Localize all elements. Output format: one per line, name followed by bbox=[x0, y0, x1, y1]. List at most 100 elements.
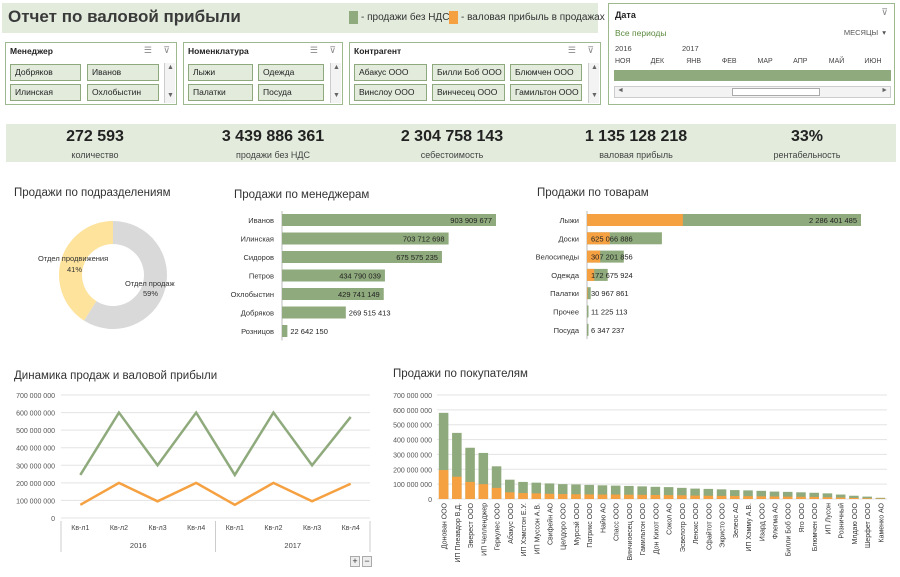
value-label: 675 575 235 bbox=[396, 253, 438, 262]
slicer-manager-item[interactable]: Илинская bbox=[10, 84, 81, 101]
y-tick-label: 400 000 000 bbox=[393, 438, 432, 445]
timeline-month[interactable]: ФЕВ bbox=[721, 58, 737, 65]
multiselect-icon[interactable]: ☰ bbox=[143, 45, 152, 55]
profit-bar bbox=[862, 498, 872, 499]
timeline-scroll-thumb[interactable] bbox=[732, 88, 820, 96]
slicer-nomenclature-scrollbar[interactable]: ▲ ▼ bbox=[330, 63, 341, 103]
value-label: 625 066 886 bbox=[591, 234, 633, 243]
months-row: НОЯ ДЕК ЯНВ ФЕВ МАР АПР МАЙ ИЮН bbox=[609, 58, 894, 68]
scroll-down-icon[interactable]: ▼ bbox=[167, 92, 174, 99]
slicer-counterparty-item[interactable]: Абакус ООО bbox=[354, 64, 427, 81]
x-tick-label: Яго ООО bbox=[799, 502, 806, 532]
timeline-month[interactable]: МАЙ bbox=[828, 58, 845, 65]
profit-bar bbox=[571, 494, 581, 499]
profit-bar bbox=[730, 496, 740, 499]
scroll-down-icon[interactable]: ▼ bbox=[591, 92, 598, 99]
x-tick-label: Каменко АО bbox=[878, 502, 885, 542]
y-tick-label: 0 bbox=[428, 497, 432, 504]
legend-sales: - продажи без НДС, bbox=[349, 11, 452, 24]
profit-bar bbox=[544, 493, 555, 499]
clear-filter-icon[interactable]: ⊽ bbox=[329, 45, 336, 55]
slicer-counterparty-item[interactable]: Блюмчен ООО bbox=[510, 64, 582, 81]
multiselect-icon[interactable]: ☰ bbox=[309, 45, 318, 55]
page-title: Отчет по валовой прибыли bbox=[8, 7, 241, 26]
category-label: Иванов bbox=[248, 216, 274, 225]
value-label: 429 741 149 bbox=[338, 290, 380, 299]
slicer-counterparty-item[interactable]: Билли Боб ООО bbox=[432, 64, 505, 81]
slicer-nomenclature-item[interactable]: Палатки bbox=[188, 84, 253, 101]
value-label: 6 347 237 bbox=[591, 326, 624, 335]
timeline-bar[interactable] bbox=[614, 70, 891, 81]
scroll-left-icon[interactable]: ◄ bbox=[617, 87, 624, 94]
clear-filter-icon[interactable]: ⊽ bbox=[587, 45, 594, 55]
granularity-select[interactable]: МЕСЯЦЫ ▾ bbox=[844, 28, 886, 37]
bar bbox=[282, 306, 346, 319]
x-tick-label: Флегма АО bbox=[773, 502, 780, 539]
kpi-cost-value: 2 304 758 143 bbox=[400, 128, 504, 145]
timeline-scrollbar[interactable]: ◄ ► bbox=[614, 86, 891, 98]
bar bbox=[282, 325, 288, 337]
x-tick-label: Кв-л4 bbox=[187, 525, 205, 532]
scroll-down-icon[interactable]: ▼ bbox=[333, 92, 340, 99]
timeline-month[interactable]: ЯНВ bbox=[686, 58, 702, 65]
y-tick-label: 200 000 000 bbox=[16, 481, 55, 488]
profit-bar bbox=[610, 494, 621, 499]
scroll-up-icon[interactable]: ▲ bbox=[167, 64, 174, 71]
y-tick-label: 700 000 000 bbox=[16, 393, 55, 400]
legend-profit-swatch bbox=[449, 11, 458, 24]
group-label: 2017 bbox=[284, 541, 301, 550]
profit-bar bbox=[809, 496, 819, 499]
y-tick-label: 400 000 000 bbox=[16, 446, 55, 453]
slicer-counterparty-item[interactable]: Винчесец ООО bbox=[432, 84, 505, 101]
bar bbox=[862, 496, 872, 499]
slicer-counterparty-item[interactable]: Гамильтон ООО bbox=[510, 84, 582, 101]
profit-bar bbox=[677, 495, 687, 499]
timeline-month[interactable]: НОЯ bbox=[615, 58, 631, 65]
slicer-manager-item[interactable]: Добряков bbox=[10, 64, 81, 81]
zoom-in-button[interactable]: + bbox=[350, 556, 360, 567]
products-chart-title: Продажи по товарам bbox=[537, 187, 649, 199]
x-tick-label: Кв-л1 bbox=[71, 525, 89, 532]
kpi-margin-value: 33% bbox=[790, 128, 824, 145]
bar bbox=[587, 305, 589, 318]
legend-profit-label: - валовая прибыль в продажах bbox=[461, 12, 605, 23]
donut-slice bbox=[84, 221, 167, 329]
zoom-out-button[interactable]: − bbox=[362, 556, 372, 567]
slicer-manager-item[interactable]: Иванов bbox=[87, 64, 159, 81]
scroll-up-icon[interactable]: ▲ bbox=[333, 64, 340, 71]
slicer-counterparty-title: Контрагент bbox=[354, 46, 402, 56]
slicer-nomenclature-title: Номенклатура bbox=[188, 46, 249, 56]
bar bbox=[849, 495, 859, 499]
donut-label: Отдел продвижения bbox=[38, 254, 108, 263]
scroll-right-icon[interactable]: ► bbox=[881, 87, 888, 94]
slicer-nomenclature-item[interactable]: Лыжи bbox=[188, 64, 253, 81]
kpi-cost-label: себестоимость bbox=[420, 150, 484, 160]
clear-filter-icon[interactable]: ⊽ bbox=[881, 7, 888, 17]
series-line bbox=[79, 481, 352, 507]
bar bbox=[465, 447, 475, 499]
slicer-manager-item[interactable]: Охлобыстин bbox=[87, 84, 159, 101]
all-periods-label[interactable]: Все периоды bbox=[615, 28, 667, 38]
legend-sales-swatch bbox=[349, 11, 358, 24]
profit-bar bbox=[465, 481, 475, 499]
bar bbox=[769, 491, 780, 499]
donut-pct: 41% bbox=[67, 265, 82, 274]
timeline-month[interactable]: МАР bbox=[757, 58, 773, 65]
profit-bar bbox=[587, 214, 683, 226]
timeline-month[interactable]: ДЕК bbox=[650, 58, 665, 65]
group-label: 2016 bbox=[130, 541, 147, 550]
x-tick-label: Дон Кихот ООО bbox=[653, 502, 660, 554]
slicer-counterparty-item[interactable]: Винслоу ООО bbox=[354, 84, 427, 101]
multiselect-icon[interactable]: ☰ bbox=[567, 45, 576, 55]
y-tick-label: 500 000 000 bbox=[393, 423, 432, 430]
timeline-month[interactable]: АПР bbox=[793, 58, 808, 65]
scroll-up-icon[interactable]: ▲ bbox=[591, 64, 598, 71]
value-label: 11 225 113 bbox=[591, 308, 627, 317]
timeline-month[interactable]: ИЮН bbox=[864, 58, 882, 65]
slicer-counterparty-scrollbar[interactable]: ▲ ▼ bbox=[588, 63, 599, 103]
slicer-nomenclature-item[interactable]: Одежда bbox=[258, 64, 324, 81]
clear-filter-icon[interactable]: ⊽ bbox=[163, 45, 170, 55]
x-tick-label: Донован ООО bbox=[442, 502, 449, 549]
slicer-manager-scrollbar[interactable]: ▲ ▼ bbox=[164, 63, 175, 103]
slicer-nomenclature-item[interactable]: Посуда bbox=[258, 84, 324, 101]
